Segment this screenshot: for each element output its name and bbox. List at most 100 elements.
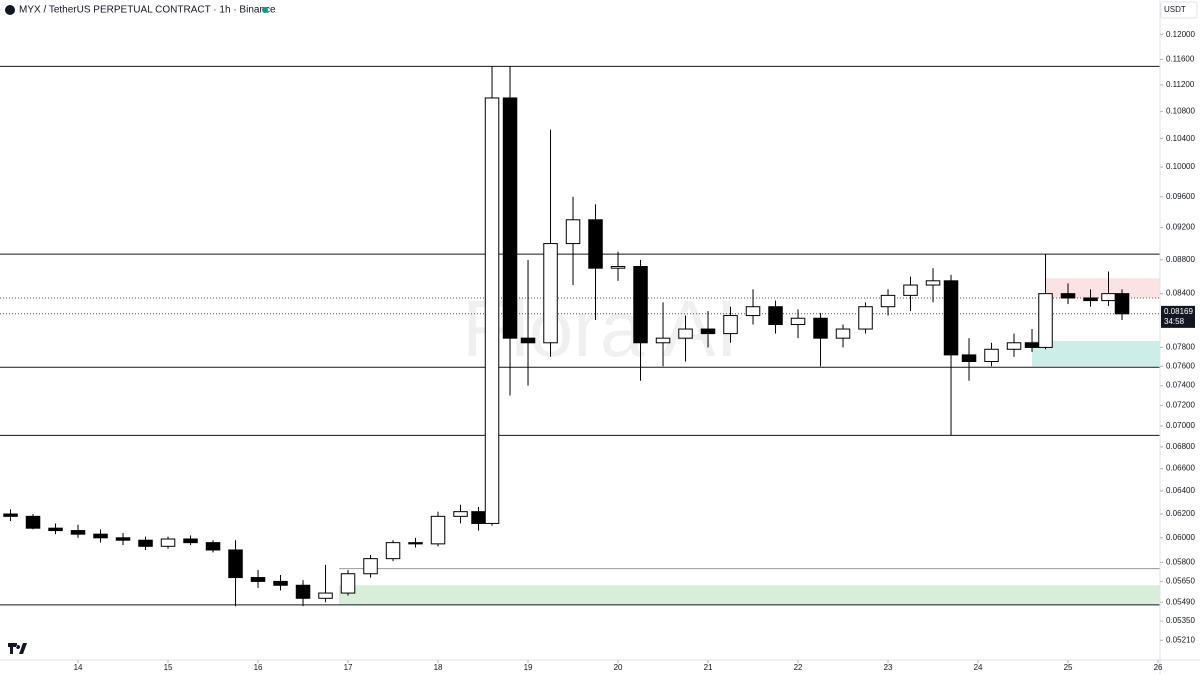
zone xyxy=(1045,278,1160,298)
y-tick-label: 0.08800 xyxy=(1166,255,1195,264)
candle-body xyxy=(48,527,63,532)
zone xyxy=(1032,340,1160,367)
candle-body xyxy=(273,580,288,586)
y-tick-label: 0.06800 xyxy=(1166,442,1195,451)
candle-body xyxy=(1038,293,1053,348)
tradingview-logo[interactable] xyxy=(8,643,27,654)
candle-body xyxy=(385,542,401,560)
candle-body xyxy=(340,573,356,594)
x-tick-label: 17 xyxy=(344,663,353,672)
candle-body xyxy=(295,584,311,599)
candle-body xyxy=(813,317,828,339)
y-tick-label: 0.11600 xyxy=(1166,55,1195,64)
candle-body xyxy=(633,266,648,344)
y-tick-label: 0.06400 xyxy=(1166,486,1195,495)
y-tick-label: 0.10800 xyxy=(1166,106,1195,115)
candle-body xyxy=(430,515,446,545)
candle-body xyxy=(250,577,266,582)
candle-body xyxy=(471,511,486,524)
y-tick-label: 0.05350 xyxy=(1166,616,1195,625)
candle-body xyxy=(768,306,783,326)
x-tick-label: 24 xyxy=(974,663,983,672)
currency-box[interactable] xyxy=(1160,1,1198,19)
y-tick-label: 0.12000 xyxy=(1166,30,1195,39)
x-tick-label: 19 xyxy=(524,663,533,672)
candle-body xyxy=(183,538,198,544)
candle-body xyxy=(858,306,873,330)
x-tick-label: 26 xyxy=(1154,663,1163,672)
status-dot xyxy=(262,7,268,13)
x-tick-label: 16 xyxy=(254,663,263,672)
x-tick-label: 20 xyxy=(614,663,623,672)
countdown: 34:58 xyxy=(1164,317,1185,326)
candle-body xyxy=(588,219,603,269)
candle-body xyxy=(318,592,333,599)
candle-body xyxy=(25,515,41,529)
candle-body xyxy=(160,538,176,547)
candle-body xyxy=(520,337,536,344)
symbol-icon xyxy=(5,5,15,15)
x-tick-label: 23 xyxy=(884,663,893,672)
chart-title: MYX / TetherUS PERPETUAL CONTRACT · 1h ·… xyxy=(19,5,276,16)
price-label: 0.08169 xyxy=(1164,307,1193,316)
candle-body xyxy=(93,533,108,539)
candle-body xyxy=(115,537,131,541)
y-tick-label: 0.05210 xyxy=(1166,635,1195,644)
candle-body xyxy=(1060,293,1076,299)
candle-body xyxy=(984,348,999,363)
candle-body xyxy=(543,243,558,344)
candle-body xyxy=(835,328,851,339)
y-tick-label: 0.09200 xyxy=(1166,223,1195,232)
candle-body xyxy=(205,542,221,551)
candle-body xyxy=(655,337,671,344)
y-tick-label: 0.10000 xyxy=(1166,162,1195,171)
y-tick-label: 0.10400 xyxy=(1166,134,1195,143)
y-tick-label: 0.06200 xyxy=(1166,509,1195,518)
candle-body xyxy=(678,328,693,339)
candle-body xyxy=(961,354,977,363)
y-tick-label: 0.06000 xyxy=(1166,533,1195,542)
y-tick-label: 0.05800 xyxy=(1166,558,1195,567)
x-tick-label: 21 xyxy=(704,663,713,672)
candle-body xyxy=(363,558,378,575)
x-tick-label: 25 xyxy=(1064,663,1073,672)
candle-body xyxy=(903,284,918,296)
candle-body xyxy=(502,97,518,339)
y-tick-label: 0.09600 xyxy=(1166,192,1195,201)
candle-body xyxy=(1024,342,1040,348)
candle-body xyxy=(880,294,896,308)
candle-body xyxy=(3,513,18,517)
zone xyxy=(339,585,1160,605)
candle-body xyxy=(790,317,806,326)
candle-body xyxy=(943,280,959,356)
x-tick-label: 22 xyxy=(794,663,803,672)
y-tick-label: 0.07000 xyxy=(1166,421,1195,430)
candle-body xyxy=(1114,293,1130,315)
x-tick-label: 18 xyxy=(434,663,443,672)
candle-body xyxy=(70,530,86,535)
price-label-box xyxy=(1161,305,1195,328)
candle-body xyxy=(408,542,423,545)
candle-body xyxy=(1083,297,1098,302)
y-tick-label: 0.08400 xyxy=(1166,289,1195,298)
candle-body xyxy=(610,266,626,269)
y-tick-label: 0.07200 xyxy=(1166,401,1195,410)
plot-area: Flora AI xyxy=(0,65,1160,607)
candle-body xyxy=(1101,293,1116,302)
candle-body xyxy=(1006,342,1022,350)
candle-body xyxy=(925,280,941,286)
candle-body xyxy=(484,97,500,524)
y-tick-label: 0.06600 xyxy=(1166,464,1195,473)
candle-body xyxy=(565,219,581,245)
y-tick-label: 0.07600 xyxy=(1166,361,1195,370)
y-tick-label: 0.05490 xyxy=(1166,597,1195,606)
candle-body xyxy=(700,328,716,335)
candle-body xyxy=(723,315,738,335)
y-tick-label: 0.07800 xyxy=(1166,343,1195,352)
y-tick-label: 0.05650 xyxy=(1166,577,1195,586)
candle-body xyxy=(228,549,243,579)
currency: USDT xyxy=(1164,5,1186,14)
